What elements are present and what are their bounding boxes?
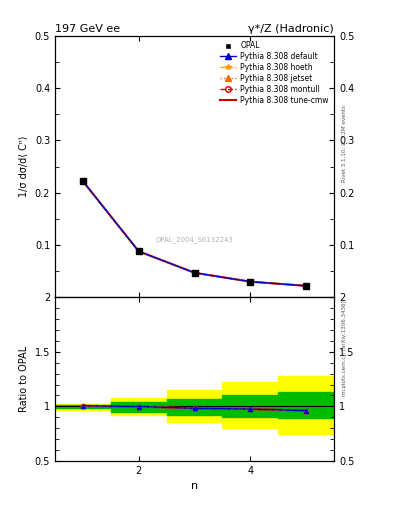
Text: 197 GeV ee: 197 GeV ee (55, 24, 120, 34)
Text: γ*/Z (Hadronic): γ*/Z (Hadronic) (248, 24, 334, 34)
Text: Rivet 3.1.10; ≥ 3.2M events: Rivet 3.1.10; ≥ 3.2M events (342, 105, 347, 182)
Text: mcplots.cern.ch [arXiv:1306.3436]: mcplots.cern.ch [arXiv:1306.3436] (342, 301, 347, 396)
Legend: OPAL, Pythia 8.308 default, Pythia 8.308 hoeth, Pythia 8.308 jetset, Pythia 8.30: OPAL, Pythia 8.308 default, Pythia 8.308… (218, 39, 330, 106)
Text: OPAL_2004_S6132243: OPAL_2004_S6132243 (156, 237, 233, 243)
Y-axis label: 1/σ dσ/d⟨ Cⁿ⟩: 1/σ dσ/d⟨ Cⁿ⟩ (19, 136, 29, 197)
Y-axis label: Ratio to OPAL: Ratio to OPAL (19, 346, 29, 412)
X-axis label: n: n (191, 481, 198, 491)
